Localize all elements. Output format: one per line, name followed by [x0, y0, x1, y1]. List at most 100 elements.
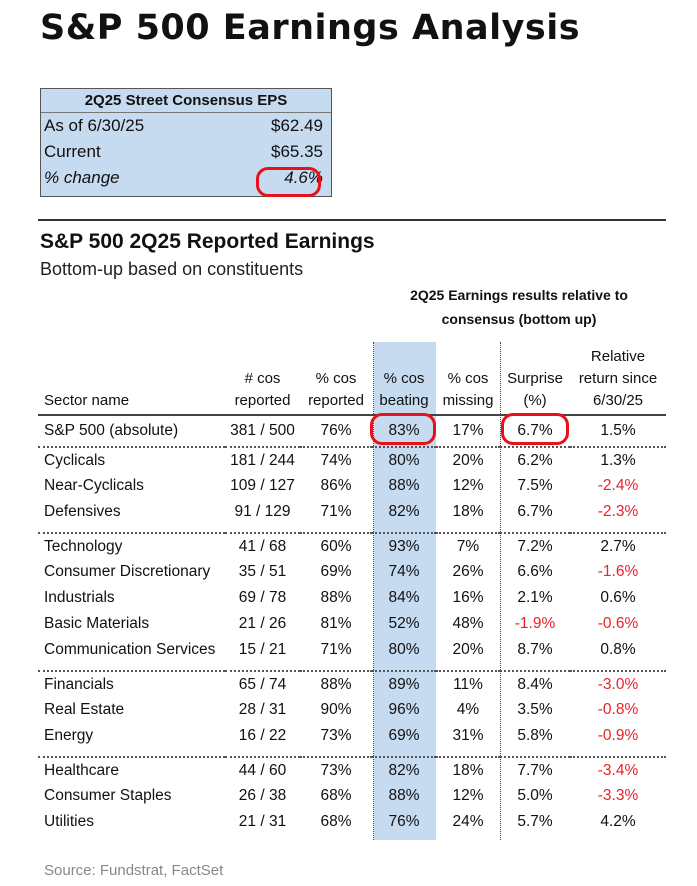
cell-pct-reported: 88%: [320, 589, 352, 606]
cell-pct-beating: 93%: [388, 537, 420, 555]
cell-surprise: 6.7%: [517, 503, 553, 520]
column-header-relative-return: Relative return since 6/30/25: [578, 348, 658, 409]
cell-pct-missing: 26%: [452, 563, 484, 580]
cell-pct-reported: 88%: [320, 675, 352, 693]
cell-sector: Consumer Staples: [44, 787, 172, 804]
cell-pct-reported: 68%: [320, 813, 352, 830]
cell-relative-return: 0.6%: [600, 589, 636, 606]
cell-count-reported: 65 / 74: [238, 675, 287, 693]
cell-relative-return: -3.0%: [597, 675, 639, 693]
cell-sector: Energy: [44, 727, 94, 744]
eps-row-current: Current $65.35: [41, 139, 331, 165]
cell-relative-return: -2.4%: [597, 477, 639, 494]
table-row: Industrials 69 / 78 88% 84% 16% 2.1% 0.6%: [38, 585, 666, 611]
separator-cell: [436, 749, 500, 758]
cell-pct-missing: 4%: [456, 701, 480, 718]
cell-surprise: 7.5%: [517, 477, 553, 494]
cell-surprise: 2.1%: [517, 589, 553, 606]
cell-pct-reported: 81%: [320, 615, 352, 632]
cell-pct-missing: 7%: [456, 537, 480, 555]
separator-cell: [570, 525, 666, 534]
cell-count-reported: 44 / 60: [238, 761, 287, 779]
cell-count-reported: 109 / 127: [230, 477, 295, 494]
cell-relative-return: -0.9%: [597, 727, 639, 744]
cell-pct-missing: 20%: [452, 451, 484, 469]
separator-cell: [570, 749, 666, 758]
eps-row-as-of: As of 6/30/25 $62.49: [41, 113, 331, 139]
cell-pct-beating: 74%: [388, 563, 420, 580]
cell-sector: Utilities: [44, 813, 94, 830]
eps-value: $62.49: [271, 116, 323, 135]
separator-cell: [436, 663, 500, 672]
separator-cell: [38, 525, 225, 534]
cell-pct-reported: 69%: [320, 563, 352, 580]
separator-cell: [225, 663, 300, 672]
separator-cell: [300, 525, 372, 534]
group-separator: [38, 749, 666, 758]
table-row: Defensives 91 / 129 71% 82% 18% 6.7% -2.3%: [38, 499, 666, 525]
table-row: Near-Cyclicals 109 / 127 86% 88% 12% 7.5% -2.4…: [38, 473, 666, 499]
cell-pct-beating: 96%: [388, 701, 420, 718]
cell-pct-beating: 88%: [388, 477, 420, 494]
cell-pct-missing: 18%: [452, 761, 484, 779]
separator-cell: [225, 525, 300, 534]
cell-surprise: 8.7%: [517, 641, 553, 658]
cell-relative-return: 2.7%: [600, 537, 636, 555]
cell-pct-beating: 82%: [388, 503, 420, 520]
eps-label: % change: [44, 168, 120, 187]
separator-cell: [38, 749, 225, 758]
cell-pct-beating: 80%: [388, 451, 420, 469]
cell-surprise: 5.8%: [517, 727, 553, 744]
cell-pct-missing: 24%: [452, 813, 484, 830]
separator-cell: [372, 749, 436, 758]
cell-count-reported: 91 / 129: [234, 503, 291, 520]
group-header: 2Q25 Earnings results relative to consen…: [372, 283, 666, 331]
table-row: Utilities 21 / 31 68% 76% 24% 5.7% 4.2%: [38, 809, 666, 835]
table-row: Financials 65 / 74 88% 89% 11% 8.4% -3.0%: [38, 671, 666, 697]
cell-surprise: 8.4%: [517, 675, 553, 693]
cell-count-reported: 21 / 31: [238, 813, 287, 830]
highlight-circle-surprise: [501, 413, 569, 445]
cell-relative-return: -2.3%: [597, 503, 639, 520]
separator-cell: [372, 525, 436, 534]
cell-pct-reported: 76%: [300, 414, 372, 448]
cell-count-reported: 15 / 21: [238, 641, 287, 658]
cell-pct-missing: 31%: [452, 727, 484, 744]
cell-sector: Real Estate: [44, 701, 125, 718]
cell-surprise: -1.9%: [514, 615, 556, 632]
table-row: Technology 41 / 68 60% 93% 7% 7.2% 2.7%: [38, 533, 666, 559]
cell-pct-beating: 52%: [388, 615, 420, 632]
cell-pct-reported: 73%: [320, 761, 352, 779]
column-header-pct-beating: % cos beating: [379, 370, 429, 409]
group-header-text: 2Q25 Earnings results relative to consen…: [410, 287, 628, 327]
highlight-circle-eps-change: [256, 167, 321, 197]
cell-surprise: 5.7%: [517, 813, 553, 830]
table-row: Cyclicals 181 / 244 74% 80% 20% 6.2% 1.3%: [38, 447, 666, 473]
column-header-sector: Sector name: [44, 392, 130, 409]
separator-cell: [500, 663, 570, 672]
cell-pct-missing: 12%: [452, 787, 484, 804]
cell-surprise: 6.6%: [517, 563, 553, 580]
cell-count-reported: 69 / 78: [238, 589, 287, 606]
table-row: Energy 16 / 22 73% 69% 31% 5.8% -0.9%: [38, 723, 666, 749]
cell-pct-reported: 86%: [320, 477, 352, 494]
cell-count-reported: 16 / 22: [238, 727, 287, 744]
cell-sector: Financials: [44, 675, 114, 693]
group-separator: [38, 525, 666, 534]
cell-count-reported: 381 / 500: [225, 414, 300, 448]
separator-cell: [436, 525, 500, 534]
table-row: Basic Materials 21 / 26 81% 52% 48% -1.9% -0.6…: [38, 611, 666, 637]
eps-box-header: 2Q25 Street Consensus EPS: [41, 89, 331, 113]
cell-sector: S&P 500 (absolute): [38, 414, 225, 448]
cell-relative-return: 4.2%: [600, 813, 636, 830]
cell-pct-missing: 18%: [452, 503, 484, 520]
eps-label: As of 6/30/25: [44, 116, 145, 135]
cell-surprise: 5.0%: [517, 787, 553, 804]
cell-relative-return: -0.6%: [597, 615, 639, 632]
cell-sector: Technology: [44, 537, 123, 555]
cell-sector: Consumer Discretionary: [44, 563, 211, 580]
separator-cell: [300, 749, 372, 758]
cell-count-reported: 35 / 51: [238, 563, 287, 580]
cell-pct-missing: 48%: [452, 615, 484, 632]
cell-relative-return: 1.3%: [600, 451, 636, 469]
